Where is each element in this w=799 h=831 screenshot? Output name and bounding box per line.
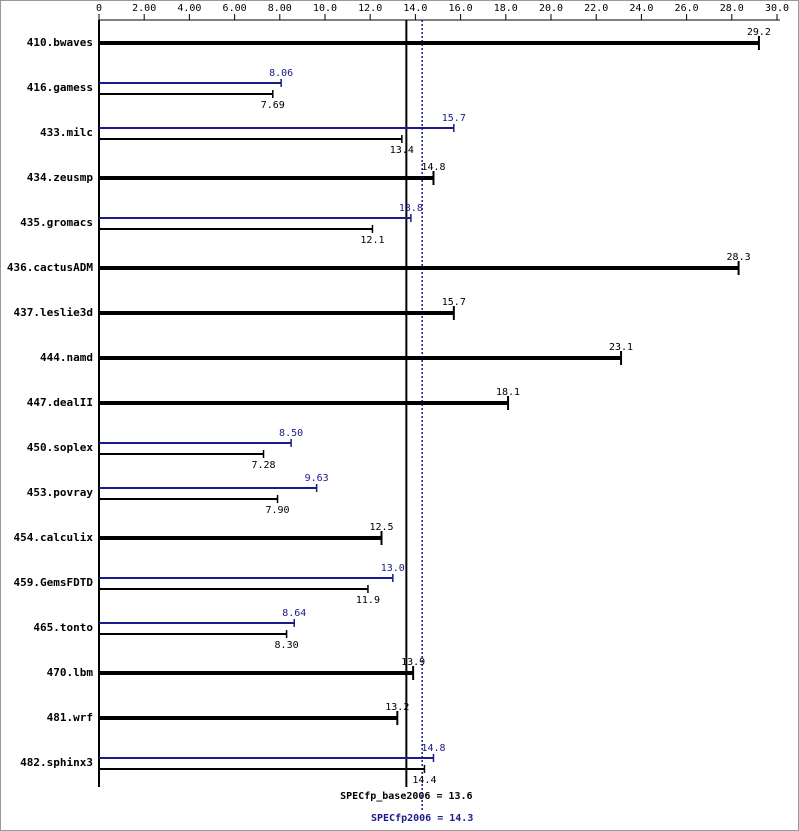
x-tick-label: 4.00 <box>177 3 201 14</box>
category-label: 433.milc <box>40 126 93 139</box>
value-label: 13.0 <box>381 563 405 574</box>
reference-label: SPECfp2006 = 14.3 <box>371 813 473 824</box>
value-label: 12.5 <box>369 522 393 533</box>
x-tick-label: 6.00 <box>223 3 247 14</box>
value-label: 13.8 <box>399 203 423 214</box>
category-label: 454.calculix <box>14 531 94 544</box>
value-label: 14.8 <box>421 743 445 754</box>
value-label: 13.2 <box>385 702 409 713</box>
x-tick-label: 24.0 <box>629 3 653 14</box>
category-label: 481.wrf <box>47 711 93 724</box>
category-label: 416.gamess <box>27 81 93 94</box>
value-label: 13.9 <box>401 657 425 668</box>
category-label: 444.namd <box>40 351 93 364</box>
x-tick-label: 2.00 <box>132 3 156 14</box>
category-label: 436.cactusADM <box>7 261 93 274</box>
x-tick-label: 28.0 <box>720 3 744 14</box>
value-label: 14.4 <box>412 775 436 786</box>
category-label: 434.zeusmp <box>27 171 94 184</box>
category-label: 437.leslie3d <box>14 306 93 319</box>
value-label: 8.64 <box>282 608 306 619</box>
value-label: 29.2 <box>747 27 771 38</box>
x-tick-label: 30.0 <box>765 3 789 14</box>
value-label: 12.1 <box>360 235 384 246</box>
x-tick-label: 12.0 <box>358 3 382 14</box>
category-label: 447.dealII <box>27 396 93 409</box>
value-label: 23.1 <box>609 342 633 353</box>
x-tick-label: 16.0 <box>449 3 473 14</box>
value-label: 7.90 <box>265 505 289 516</box>
x-tick-label: 22.0 <box>584 3 608 14</box>
x-tick-label: 10.0 <box>313 3 337 14</box>
value-label: 7.69 <box>261 100 285 111</box>
value-label: 18.1 <box>496 387 520 398</box>
category-label: 450.soplex <box>27 441 94 454</box>
value-label: 8.30 <box>275 640 299 651</box>
x-tick-label: 0 <box>96 3 102 14</box>
value-label: 9.63 <box>305 473 329 484</box>
category-label: 470.lbm <box>47 666 94 679</box>
value-label: 15.7 <box>442 297 466 308</box>
category-label: 482.sphinx3 <box>20 756 93 769</box>
value-label: 8.50 <box>279 428 303 439</box>
x-tick-label: 20.0 <box>539 3 563 14</box>
value-label: 11.9 <box>356 595 380 606</box>
value-label: 15.7 <box>442 113 466 124</box>
value-label: 8.06 <box>269 68 293 79</box>
value-label: 13.4 <box>390 145 414 156</box>
x-tick-label: 26.0 <box>675 3 699 14</box>
category-label: 459.GemsFDTD <box>14 576 94 589</box>
category-label: 453.povray <box>27 486 94 499</box>
value-label: 14.8 <box>421 162 445 173</box>
value-label: 28.3 <box>727 252 751 263</box>
category-label: 435.gromacs <box>20 216 93 229</box>
reference-label: SPECfp_base2006 = 13.6 <box>340 791 472 802</box>
x-tick-label: 18.0 <box>494 3 518 14</box>
x-tick-label: 8.00 <box>268 3 292 14</box>
category-label: 465.tonto <box>33 621 93 634</box>
category-label: 410.bwaves <box>27 36 93 49</box>
value-label: 7.28 <box>251 460 275 471</box>
x-tick-label: 14.0 <box>403 3 427 14</box>
